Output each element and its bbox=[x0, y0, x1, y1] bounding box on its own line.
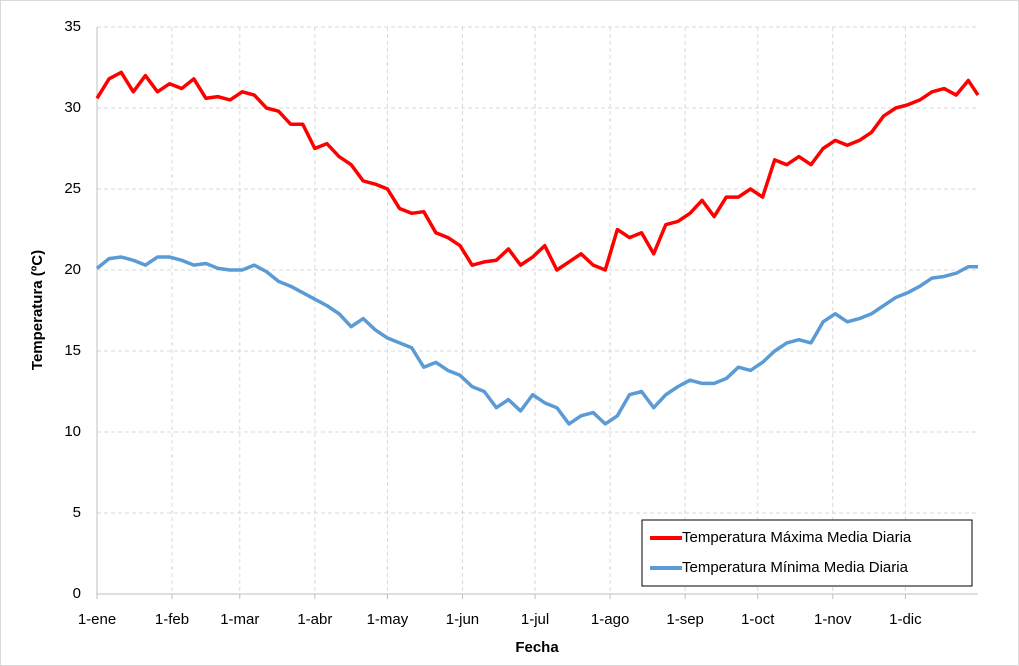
x-tick-label: 1-nov bbox=[814, 611, 852, 628]
legend-box bbox=[641, 519, 973, 587]
legend-label: Temperatura Máxima Media Diaria bbox=[682, 529, 912, 546]
series-line bbox=[95, 255, 978, 426]
series-line bbox=[95, 70, 980, 272]
x-tick-label: 1-ene bbox=[78, 611, 116, 628]
y-tick-label: 30 bbox=[64, 99, 81, 116]
y-tick-label: 25 bbox=[64, 180, 81, 197]
x-tick-label: 1-abr bbox=[297, 611, 332, 628]
x-tick-label: 1-feb bbox=[155, 611, 189, 628]
x-tick-label: 1-jul bbox=[521, 611, 549, 628]
y-axis-label: Temperatura (ºC) bbox=[29, 250, 46, 370]
y-tick-label: 10 bbox=[64, 423, 81, 440]
x-tick-label: 1-may bbox=[367, 611, 409, 628]
y-tick-label: 5 bbox=[73, 504, 81, 521]
x-axis-label: Fecha bbox=[515, 639, 559, 656]
y-tick-label: 15 bbox=[64, 342, 81, 359]
x-tick-label: 1-mar bbox=[220, 611, 259, 628]
y-tick-label: 20 bbox=[64, 261, 81, 278]
legend-label: Temperatura Mínima Media Diaria bbox=[682, 559, 909, 576]
x-tick-label: 1-oct bbox=[741, 611, 775, 628]
x-tick-label: 1-sep bbox=[666, 611, 704, 628]
x-tick-label: 1-dic bbox=[889, 611, 922, 628]
x-tick-label: 1-jun bbox=[446, 611, 479, 628]
legend: Temperatura Máxima Media Diaria Temperatu… bbox=[641, 519, 973, 587]
y-tick-label: 0 bbox=[73, 585, 81, 602]
y-tick-label: 35 bbox=[64, 18, 81, 35]
x-tick-label: 1-ago bbox=[591, 611, 629, 628]
